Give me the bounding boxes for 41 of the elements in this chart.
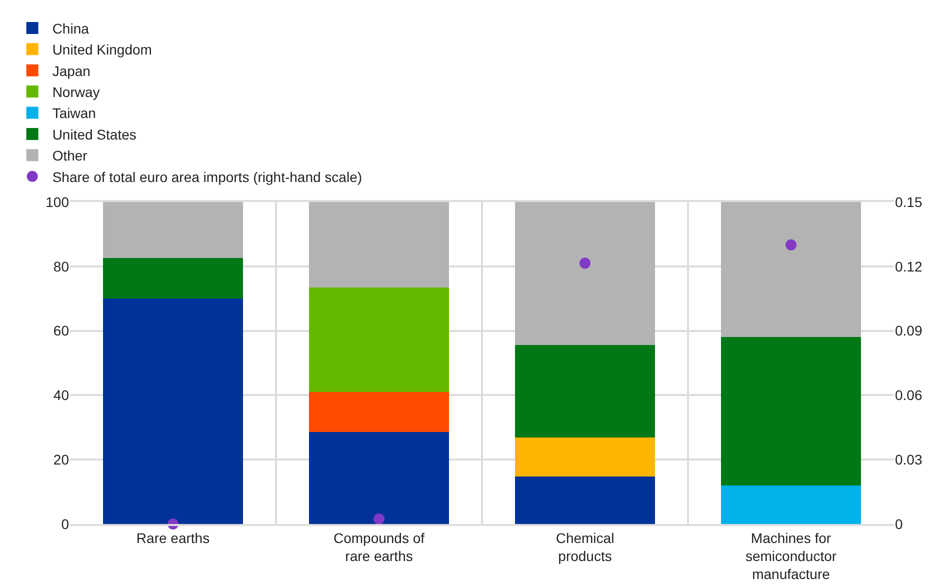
legend-label: Taiwan (52, 105, 96, 122)
bar (102, 298, 244, 524)
bar (514, 344, 656, 438)
bar (308, 287, 450, 392)
y2-tick-label: 0.06 (895, 387, 922, 404)
y2-tick-label: 0 (895, 516, 903, 532)
bar (308, 392, 450, 432)
bar (514, 476, 656, 524)
bar (308, 432, 450, 524)
y2-tick-label: 0.03 (895, 452, 922, 468)
x-tick-label: Machines for semiconductor manufacture (745, 530, 837, 582)
y-tick-label: 40 (53, 387, 70, 404)
legend-label: Other (52, 148, 88, 164)
point (580, 258, 590, 269)
legend-label: Share of total euro area imports (right-hand scale) (52, 168, 362, 185)
point (786, 239, 796, 250)
y2-tick-label: 0.15 (895, 194, 922, 210)
x-tick-label: Compounds of rare earths (333, 530, 425, 564)
bar (514, 437, 656, 477)
legend-label: China (52, 20, 90, 36)
y-tick-label: 0 (61, 516, 70, 532)
x-tick-label: Rare earths (136, 530, 210, 546)
bar (102, 258, 244, 299)
bar (720, 202, 862, 338)
y-tick-label: 80 (53, 258, 70, 274)
bar (102, 202, 244, 258)
legend-label: United Kingdom (52, 42, 152, 58)
bar (514, 202, 656, 345)
y-tick-label: 20 (53, 452, 70, 468)
bar (308, 202, 450, 288)
bar (720, 485, 862, 524)
legend-label: Japan (52, 62, 90, 79)
x-tick-label: Chemical products (556, 530, 614, 564)
y2-tick-label: 0.12 (895, 258, 922, 274)
bar (720, 337, 862, 486)
y-tick-label: 100 (46, 194, 70, 210)
point (374, 514, 384, 525)
y2-tick-label: 0.09 (895, 322, 922, 339)
legend-label: Norway (52, 84, 100, 100)
legend-label: United States (52, 126, 136, 142)
y-tick-label: 60 (53, 322, 70, 339)
